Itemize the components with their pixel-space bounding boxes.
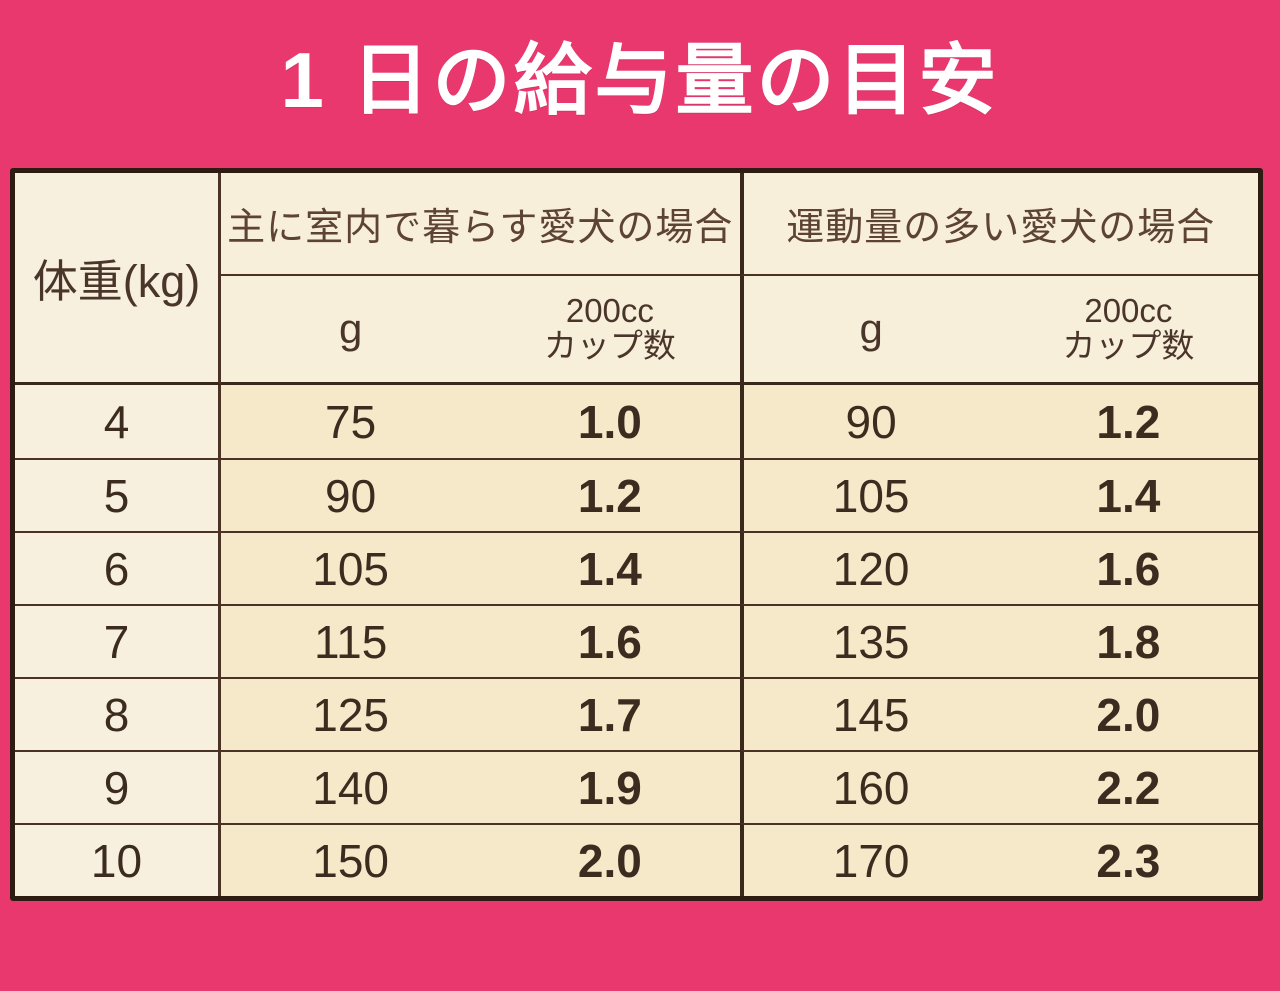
weight-value: 8 (15, 677, 221, 750)
indoor-cups-subheader-line2: カップ数 (543, 327, 676, 364)
weight-value: 7 (15, 604, 221, 677)
active-cups-value: 1.2 (998, 385, 1258, 458)
active-group-header: 運動量の多い愛犬の場合 (739, 173, 1258, 276)
active-grams-value: 120 (739, 531, 999, 604)
indoor-group-header: 主に室内で暮らす愛犬の場合 (221, 173, 740, 276)
active-grams-value: 170 (739, 823, 999, 896)
weight-value: 9 (15, 750, 221, 823)
indoor-cups-value: 1.7 (480, 677, 740, 750)
active-grams-value: 160 (739, 750, 999, 823)
indoor-grams-value: 75 (221, 385, 481, 458)
indoor-grams-value: 105 (221, 531, 481, 604)
active-cups-value: 1.8 (998, 604, 1258, 677)
indoor-grams-value: 150 (221, 823, 481, 896)
indoor-cups-subheader-line1: 200cc (565, 292, 654, 330)
active-cups-subheader-line1: 200cc (1084, 292, 1173, 330)
weight-value: 5 (15, 458, 221, 531)
indoor-cups-value: 2.0 (480, 823, 740, 896)
indoor-grams-value: 115 (221, 604, 481, 677)
indoor-cups-value: 1.6 (480, 604, 740, 677)
indoor-grams-value: 90 (221, 458, 481, 531)
active-cups-value: 2.0 (998, 677, 1258, 750)
active-cups-subheader-line2: カップ数 (1062, 327, 1195, 364)
weight-value: 10 (15, 823, 221, 896)
indoor-grams-value: 125 (221, 677, 481, 750)
weight-value: 6 (15, 531, 221, 604)
active-grams-value: 145 (739, 677, 999, 750)
active-cups-value: 2.3 (998, 823, 1258, 896)
active-cups-value: 1.4 (998, 458, 1258, 531)
indoor-grams-subheader: g (221, 276, 481, 385)
weight-header-cell: 体重(kg) (15, 173, 221, 385)
indoor-cups-value: 1.2 (480, 458, 740, 531)
active-cups-subheader: 200cc カップ数 (998, 276, 1258, 385)
indoor-cups-value: 1.4 (480, 531, 740, 604)
indoor-cups-subheader: 200cc カップ数 (480, 276, 740, 385)
page-title: 1 日の給与量の目安 (280, 36, 1000, 124)
weight-value: 4 (15, 385, 221, 458)
indoor-cups-value: 1.0 (480, 385, 740, 458)
active-grams-value: 90 (739, 385, 999, 458)
active-cups-value: 1.6 (998, 531, 1258, 604)
active-grams-value: 105 (739, 458, 999, 531)
active-cups-value: 2.2 (998, 750, 1258, 823)
active-grams-value: 135 (739, 604, 999, 677)
active-grams-subheader: g (739, 276, 999, 385)
indoor-cups-value: 1.9 (480, 750, 740, 823)
indoor-grams-value: 140 (221, 750, 481, 823)
feeding-table: 体重(kg) 主に室内で暮らす愛犬の場合 運動量の多い愛犬の場合 g 200cc… (10, 168, 1263, 901)
